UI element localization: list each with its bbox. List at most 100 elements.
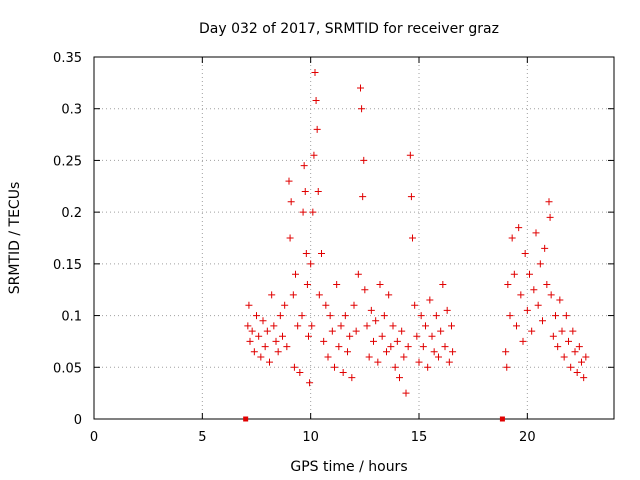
data-point <box>306 379 314 387</box>
data-point <box>314 187 322 195</box>
data-point <box>309 208 317 216</box>
data-point <box>504 281 512 289</box>
data-point <box>578 358 585 366</box>
data-point <box>409 234 416 242</box>
data-point-square <box>243 416 249 422</box>
data-point <box>417 312 425 320</box>
data-point <box>276 312 284 320</box>
data-point <box>435 353 442 361</box>
data-point <box>437 327 445 335</box>
data-point <box>301 187 309 195</box>
data-point <box>398 327 406 335</box>
data-point <box>521 250 529 258</box>
y-tick-label: 0.35 <box>53 51 82 66</box>
data-point <box>312 96 320 104</box>
data-point <box>290 363 298 371</box>
data-point <box>549 332 557 340</box>
data-point <box>294 322 302 330</box>
data-point <box>569 327 577 335</box>
data-point <box>383 348 390 356</box>
data-point <box>365 353 373 361</box>
data-point <box>250 348 258 356</box>
data-point <box>283 343 291 351</box>
data-point <box>506 312 514 320</box>
data-point <box>547 291 555 299</box>
data-point <box>411 301 419 309</box>
data-point <box>346 332 354 340</box>
data-point <box>396 374 403 382</box>
data-point <box>289 291 297 299</box>
data-point <box>303 281 311 289</box>
y-tick-label: 0 <box>74 413 82 428</box>
data-point <box>552 312 559 320</box>
data-point <box>503 363 511 371</box>
data-point <box>302 250 310 258</box>
data-point <box>426 296 434 304</box>
data-point <box>315 291 323 299</box>
data-point <box>318 250 325 258</box>
x-tick-label: 20 <box>519 430 536 445</box>
data-point <box>270 322 278 330</box>
data-point <box>372 317 380 325</box>
data-point <box>508 234 516 242</box>
data-point <box>286 234 294 242</box>
data-point <box>337 322 345 330</box>
data-point <box>546 213 554 221</box>
data-point <box>502 348 510 356</box>
data-point <box>534 301 542 309</box>
data-point <box>575 343 583 351</box>
data-point <box>530 286 538 294</box>
x-tick-label: 0 <box>90 430 98 445</box>
y-tick-label: 0.2 <box>61 206 82 221</box>
data-point <box>245 301 253 309</box>
y-tick-label: 0.25 <box>53 154 82 169</box>
data-point <box>320 337 328 345</box>
data-point <box>261 343 269 351</box>
data-point <box>374 358 382 366</box>
y-tick-label: 0.3 <box>61 103 82 118</box>
data-point <box>354 270 362 278</box>
chart-title: Day 032 of 2017, SRMTID for receiver gra… <box>199 21 499 37</box>
x-tick-label: 5 <box>198 430 206 445</box>
data-point <box>407 193 415 201</box>
data-point <box>378 332 386 340</box>
data-point <box>352 327 360 335</box>
data-point <box>389 322 397 330</box>
y-axis-label: SRMTID / TECUs <box>7 182 23 295</box>
data-point <box>376 281 384 289</box>
data-point <box>582 353 590 361</box>
x-tick-label: 10 <box>302 430 319 445</box>
data-point <box>571 348 579 356</box>
data-point <box>331 363 338 371</box>
data-point <box>359 193 367 201</box>
x-axis-label: GPS time / hours <box>290 459 407 475</box>
data-point <box>441 343 449 351</box>
data-point <box>310 151 318 159</box>
data-point <box>562 312 570 320</box>
data-point <box>545 198 553 206</box>
data-point <box>402 389 410 397</box>
data-point <box>428 332 436 340</box>
data-point <box>263 327 271 335</box>
data-point <box>328 327 336 335</box>
data-point <box>510 270 518 278</box>
data-point <box>385 291 393 299</box>
data-point <box>526 270 533 278</box>
data-point <box>253 312 260 320</box>
data-point <box>299 208 307 216</box>
data-point <box>419 343 427 351</box>
data-point <box>344 348 351 356</box>
data-point <box>528 327 536 335</box>
data-point <box>449 348 457 356</box>
data-point <box>415 358 423 366</box>
y-tick-label: 0.1 <box>61 310 82 325</box>
data-point <box>430 348 438 356</box>
data-point <box>391 363 399 371</box>
data-point <box>244 322 252 330</box>
data-point <box>432 312 440 320</box>
data-point <box>370 337 377 345</box>
data-point <box>326 312 334 320</box>
data-point <box>393 337 401 345</box>
data-point <box>333 281 341 289</box>
